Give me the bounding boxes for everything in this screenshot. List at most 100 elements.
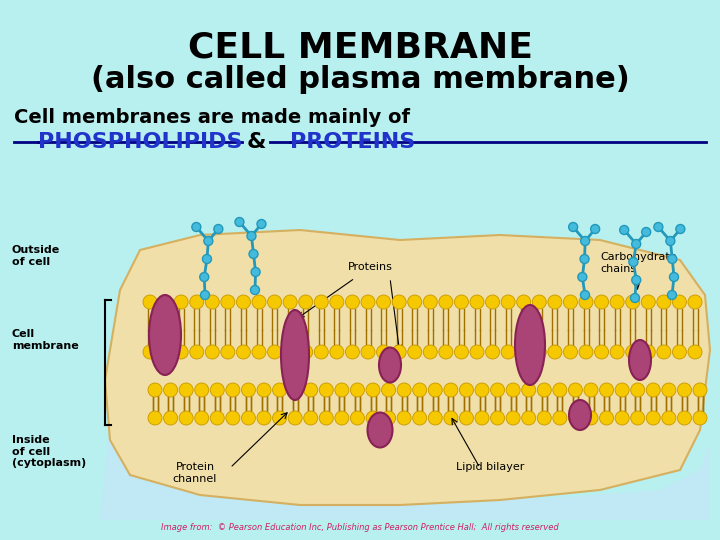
Circle shape [205,295,220,309]
Circle shape [158,345,173,359]
Circle shape [647,411,660,425]
Circle shape [537,383,552,397]
Circle shape [580,237,590,246]
Circle shape [283,345,297,359]
Circle shape [361,345,375,359]
Circle shape [226,411,240,425]
Ellipse shape [281,310,309,400]
Circle shape [595,295,608,309]
Circle shape [423,345,437,359]
Circle shape [642,227,651,237]
Polygon shape [100,420,710,520]
Text: Inside
of cell
(cytoplasm): Inside of cell (cytoplasm) [12,435,86,468]
Circle shape [174,295,188,309]
Circle shape [392,345,406,359]
Circle shape [273,411,287,425]
Circle shape [236,345,251,359]
Polygon shape [105,230,710,505]
Circle shape [553,383,567,397]
Circle shape [241,411,256,425]
Circle shape [413,411,427,425]
Circle shape [662,383,676,397]
Circle shape [666,237,675,246]
Circle shape [251,286,259,294]
Circle shape [179,411,193,425]
Circle shape [397,411,411,425]
Circle shape [579,345,593,359]
Circle shape [335,411,349,425]
Circle shape [148,411,162,425]
Circle shape [148,383,162,397]
Circle shape [214,225,223,233]
Circle shape [351,411,364,425]
Text: Protein
channel: Protein channel [173,462,217,484]
Ellipse shape [515,305,545,385]
Circle shape [620,226,629,234]
Circle shape [615,411,629,425]
Circle shape [163,383,178,397]
Circle shape [647,383,660,397]
Circle shape [506,383,520,397]
Ellipse shape [629,340,651,380]
Circle shape [657,295,671,309]
Circle shape [346,295,359,309]
Circle shape [667,254,677,264]
Circle shape [631,275,641,285]
Circle shape [247,232,256,240]
Circle shape [629,258,638,267]
Circle shape [366,383,380,397]
Circle shape [642,345,655,359]
Circle shape [444,383,458,397]
Circle shape [631,411,644,425]
Circle shape [444,411,458,425]
Circle shape [200,291,210,300]
Circle shape [485,345,500,359]
Circle shape [672,295,686,309]
Circle shape [210,411,225,425]
Circle shape [548,345,562,359]
Circle shape [678,383,691,397]
Ellipse shape [367,413,392,448]
Circle shape [194,411,209,425]
Circle shape [205,345,220,359]
Circle shape [579,295,593,309]
Text: CELL MEMBRANE: CELL MEMBRANE [187,30,533,64]
Circle shape [642,295,655,309]
Circle shape [408,345,422,359]
Text: (also called plasma membrane): (also called plasma membrane) [91,65,629,94]
Circle shape [252,345,266,359]
Circle shape [319,411,333,425]
Circle shape [475,411,489,425]
Circle shape [490,411,505,425]
Circle shape [189,345,204,359]
Circle shape [454,345,469,359]
Circle shape [548,295,562,309]
Circle shape [631,383,644,397]
Circle shape [564,295,577,309]
Circle shape [459,383,474,397]
Circle shape [439,295,453,309]
Circle shape [439,345,453,359]
Circle shape [568,411,582,425]
Circle shape [268,295,282,309]
Circle shape [288,383,302,397]
Circle shape [315,345,328,359]
Circle shape [210,383,225,397]
Circle shape [626,345,639,359]
Circle shape [397,383,411,397]
Circle shape [670,273,678,281]
Circle shape [564,345,577,359]
Circle shape [667,291,677,300]
Circle shape [288,411,302,425]
Circle shape [693,411,707,425]
Circle shape [377,295,390,309]
Circle shape [241,383,256,397]
Text: Cell membranes are made mainly of: Cell membranes are made mainly of [14,108,410,127]
Circle shape [600,411,613,425]
Circle shape [569,222,577,232]
Circle shape [678,411,691,425]
Circle shape [226,383,240,397]
Circle shape [249,249,258,259]
Circle shape [202,254,212,264]
Text: Image from:  © Pearson Education Inc, Publishing as Pearson Prentice Hall;  All : Image from: © Pearson Education Inc, Pub… [161,523,559,532]
